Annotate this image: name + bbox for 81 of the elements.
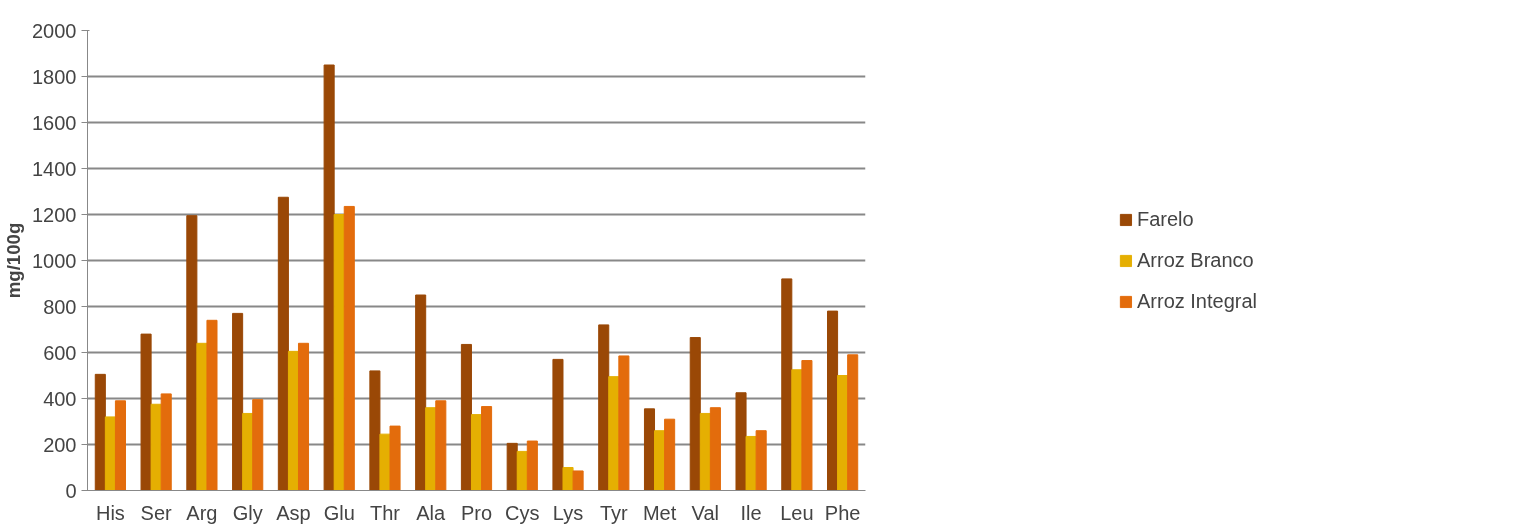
bar: [791, 369, 803, 491]
bar: [206, 319, 218, 491]
bar: [94, 373, 106, 491]
y-tick-label: 2000: [32, 19, 77, 42]
bar: [689, 337, 701, 491]
x-tick-label: Leu: [780, 501, 814, 524]
y-tick-label: 1400: [32, 157, 77, 180]
bar: [552, 358, 564, 491]
bar: [323, 64, 335, 491]
bar: [150, 403, 162, 491]
y-axis-title: mg/100g: [3, 222, 25, 299]
bar: [755, 430, 767, 491]
bar: [781, 278, 793, 491]
bar: [608, 376, 620, 491]
x-tick-label: Lys: [552, 501, 584, 524]
y-tick-label: 0: [65, 479, 77, 502]
bar: [598, 324, 610, 491]
bar: [104, 416, 116, 491]
x-tick-label: Met: [642, 501, 677, 524]
bar: [745, 435, 757, 491]
bar: [506, 442, 518, 491]
bar: [252, 399, 264, 491]
x-tick-label: His: [95, 501, 125, 524]
bar: [572, 470, 584, 491]
y-tick-label: 200: [43, 433, 77, 456]
bar: [242, 412, 254, 491]
y-tick-label: 1200: [32, 203, 77, 226]
x-tick-label: Cys: [505, 501, 540, 524]
legend-label: Farelo: [1136, 207, 1194, 231]
x-tick-label: Asp: [276, 501, 311, 524]
x-tick-label: Arg: [186, 501, 218, 524]
bar: [140, 333, 152, 491]
bar: [837, 375, 849, 491]
bar: [343, 205, 355, 491]
bar: [277, 196, 289, 491]
bar: [827, 310, 839, 491]
bar: [160, 393, 172, 491]
bar: [415, 294, 427, 491]
bar: [643, 408, 656, 491]
bar: [460, 343, 472, 491]
bar: [425, 407, 437, 491]
y-tick-label: 1800: [32, 65, 77, 88]
bar: [196, 342, 208, 491]
bar: [847, 354, 859, 491]
y-tick-label: 1600: [32, 111, 77, 134]
y-tick-label: 800: [43, 295, 77, 318]
bar: [297, 342, 310, 491]
bar: [709, 407, 721, 491]
bar: [287, 350, 299, 491]
x-tick-label: Thr: [369, 501, 401, 524]
x-tick-label: Ser: [140, 501, 173, 524]
bar: [389, 425, 401, 491]
y-tick-label: 400: [43, 387, 77, 410]
legend-label: Arroz Branco: [1136, 248, 1254, 272]
bar: [562, 467, 574, 491]
legend-label: Arroz Integral: [1136, 289, 1258, 313]
bar: [526, 440, 538, 491]
bar: [232, 312, 244, 491]
x-tick-label: Tyr: [599, 501, 629, 524]
x-tick-label: Ala: [416, 501, 447, 524]
bar: [369, 370, 381, 491]
x-tick-label: Val: [691, 501, 720, 524]
bar: [735, 392, 747, 491]
bar: [481, 406, 493, 491]
bar: [114, 400, 126, 491]
y-tick-label: 1000: [32, 249, 77, 272]
bar: [618, 355, 630, 491]
x-tick-label: Glu: [323, 501, 355, 524]
bar: [186, 215, 198, 491]
bar: [801, 360, 813, 491]
bar: [333, 214, 345, 491]
bar: [664, 418, 676, 491]
bar: [435, 400, 447, 491]
x-tick-label: Phe: [824, 501, 861, 524]
x-tick-label: Pro: [460, 501, 493, 524]
bar: [699, 412, 711, 491]
y-tick-label: 600: [43, 341, 77, 364]
bar: [654, 430, 666, 491]
x-tick-label: Ile: [740, 501, 762, 524]
bar: [470, 414, 483, 491]
x-tick-label: Gly: [232, 501, 263, 524]
